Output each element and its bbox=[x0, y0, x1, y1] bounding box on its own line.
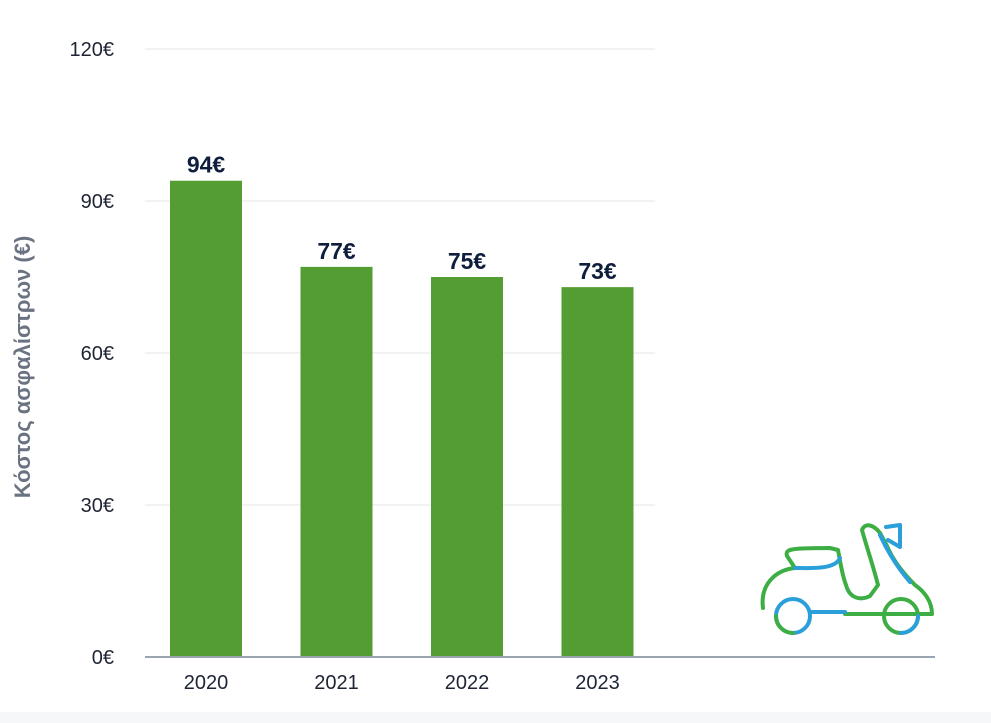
scooter-icon bbox=[760, 523, 934, 635]
x-tick-label-2021: 2021 bbox=[314, 672, 359, 694]
bar-2020 bbox=[170, 180, 242, 657]
y-tick-label: 120€ bbox=[70, 39, 115, 61]
y-tick-label: 90€ bbox=[81, 191, 114, 213]
y-tick-label: 0€ bbox=[92, 647, 114, 669]
bottom-strip bbox=[0, 712, 991, 723]
x-tick-labels: 2020 2021 2022 2023 bbox=[184, 672, 620, 694]
value-label-2022: 75€ bbox=[448, 248, 487, 274]
x-tick-label-2023: 2023 bbox=[575, 672, 620, 694]
value-label-2020: 94€ bbox=[187, 152, 226, 178]
bars bbox=[170, 180, 634, 657]
x-tick-label-2022: 2022 bbox=[445, 672, 490, 694]
value-label-2023: 73€ bbox=[578, 258, 617, 284]
y-tick-label: 60€ bbox=[81, 343, 114, 365]
value-labels: 94€ 77€ 75€ 73€ bbox=[187, 152, 617, 284]
y-tick-label: 30€ bbox=[81, 495, 114, 517]
value-label-2021: 77€ bbox=[317, 238, 356, 264]
x-tick-label-2020: 2020 bbox=[184, 672, 229, 694]
bar-2023 bbox=[561, 287, 634, 657]
bar-2021 bbox=[300, 266, 373, 657]
y-tick-labels: 0€ 30€ 60€ 90€ 120€ bbox=[70, 39, 115, 669]
bar-2022 bbox=[431, 277, 503, 657]
y-axis-title: Κόστος ασφαλίστρων (€) bbox=[10, 236, 35, 499]
